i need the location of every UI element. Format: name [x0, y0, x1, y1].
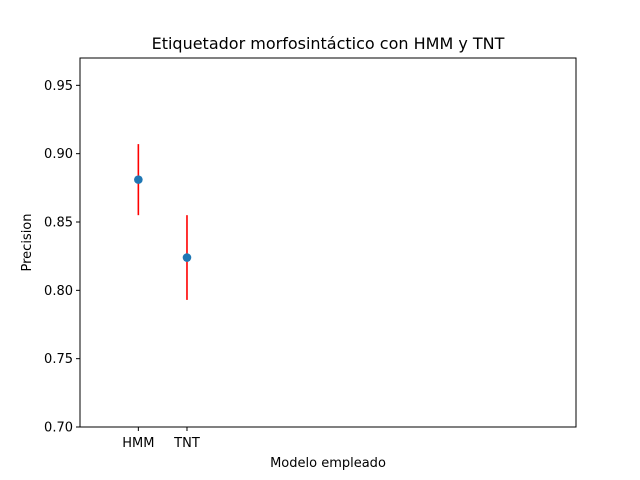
axes-frame: [79, 57, 577, 428]
x-tick-label: HMM: [122, 436, 154, 451]
plot-area: [134, 144, 192, 300]
x-axis-label: Modelo empleado: [270, 456, 386, 471]
x-tick-label: TNT: [173, 436, 200, 451]
y-tick-label: 0.75: [44, 352, 73, 367]
y-axis-label: Precision: [20, 213, 35, 271]
y-tick-label: 0.70: [44, 421, 73, 436]
y-tick-label: 0.80: [44, 284, 73, 299]
y-tick-label: 0.95: [44, 79, 73, 94]
y-tick-label: 0.90: [44, 147, 73, 162]
data-point: [182, 253, 192, 262]
data-point: [134, 175, 143, 184]
axis-ticks: 0.70 0.75 0.80 0.85 0.90 0.95 HMM TNT: [44, 79, 200, 451]
chart-title: Etiquetador morfosintáctico con HMM y TN…: [152, 34, 505, 53]
y-tick-label: 0.85: [44, 216, 73, 231]
